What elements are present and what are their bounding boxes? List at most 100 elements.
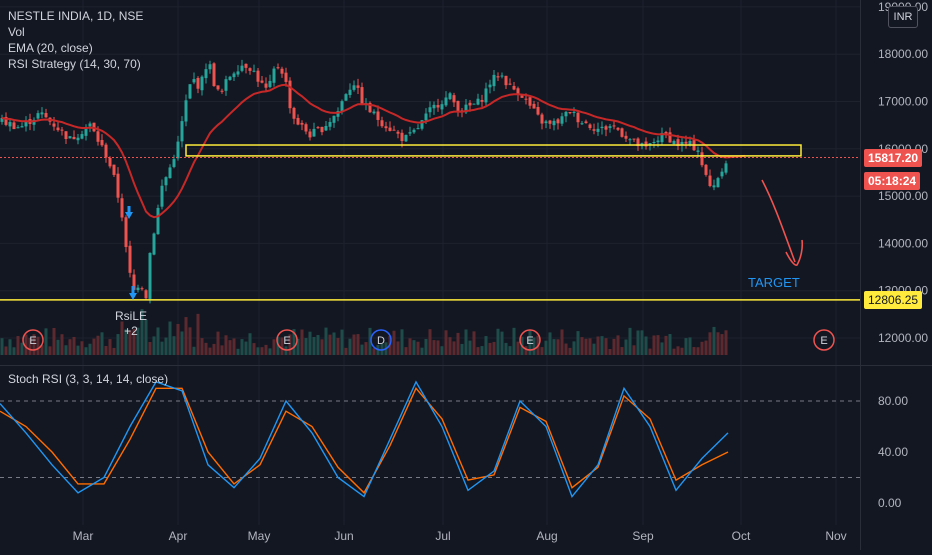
legend-ema[interactable]: EMA (20, close) — [8, 41, 93, 55]
volume-bar — [320, 339, 324, 355]
volume-bar — [564, 343, 568, 355]
candle-body — [208, 64, 212, 70]
volume-bar — [724, 330, 728, 355]
volume-bar — [468, 340, 472, 355]
volume-bar — [692, 347, 696, 355]
candle-body — [424, 113, 428, 121]
candle-body — [204, 69, 208, 79]
volume-bar — [116, 334, 120, 355]
volume-bar — [624, 339, 628, 355]
time-tick-label: Oct — [732, 529, 751, 543]
volume-bar — [56, 339, 60, 355]
candle-body — [560, 116, 564, 124]
candle-body — [680, 141, 684, 146]
candle-body — [416, 128, 420, 130]
volume-bar — [560, 329, 564, 355]
candle-body — [376, 111, 380, 120]
volume-bar — [424, 338, 428, 355]
candle-body — [340, 101, 344, 113]
osc-tick-label: 80.00 — [878, 394, 908, 408]
buy-signal-arrow-icon — [129, 286, 137, 300]
candle-body — [32, 119, 36, 125]
volume-bar — [568, 347, 572, 355]
volume-bar — [88, 343, 92, 355]
volume-bar — [348, 338, 352, 355]
candle-body — [428, 107, 432, 113]
candle-body — [436, 105, 440, 108]
oscillator-legend[interactable]: Stoch RSI (3, 3, 14, 14, close) — [8, 372, 169, 386]
candle-body — [664, 132, 668, 134]
candle-body — [372, 111, 376, 114]
legend-vol[interactable]: Vol — [8, 25, 25, 39]
volume-bar — [488, 342, 492, 355]
candle-body — [80, 134, 84, 139]
time-tick-label: Aug — [536, 529, 557, 543]
stoch-d-line — [0, 387, 729, 494]
candle-body — [284, 72, 288, 82]
candle-body — [380, 120, 384, 127]
volume-bar — [268, 348, 272, 355]
symbol-title[interactable]: NESTLE INDIA, 1D, NSE — [8, 9, 144, 23]
candle-body — [492, 74, 496, 87]
volume-bar — [656, 335, 660, 355]
candle-body — [572, 111, 576, 113]
candle-body — [124, 217, 128, 248]
candle-body — [568, 112, 572, 114]
volume-bar — [120, 321, 124, 355]
volume-bar — [552, 339, 556, 355]
time-tick-label: Apr — [169, 529, 188, 543]
volume-bar — [408, 338, 412, 355]
currency-button[interactable]: INR — [888, 6, 918, 28]
candle-body — [228, 76, 232, 80]
candle-body — [244, 63, 248, 68]
volume-bar — [152, 336, 156, 355]
volume-bar — [112, 347, 116, 355]
volume-bar — [712, 326, 716, 355]
volume-bar — [76, 345, 80, 355]
volume-bar — [24, 334, 28, 355]
candle-body — [332, 115, 336, 123]
pane-divider[interactable] — [0, 365, 932, 366]
volume-bar — [416, 341, 420, 355]
volume-bar — [204, 342, 208, 355]
candle-body — [620, 128, 624, 137]
candle-body — [580, 123, 584, 125]
volume-bar — [324, 327, 328, 355]
candle-body — [104, 144, 108, 158]
candle-body — [636, 138, 640, 147]
candle-body — [84, 128, 88, 136]
volume-bar — [548, 332, 552, 355]
candle-body — [552, 120, 556, 126]
candle-body — [644, 141, 648, 147]
volume-bar — [288, 334, 292, 355]
time-tick-label: Nov — [825, 529, 846, 543]
ema-line — [1, 83, 746, 219]
price-axis-separator — [860, 0, 861, 550]
candle-body — [116, 173, 120, 198]
volume-bar — [52, 327, 56, 355]
volume-bar — [496, 328, 500, 355]
volume-bar — [172, 336, 176, 355]
legend-rsi-strategy[interactable]: RSI Strategy (14, 30, 70) — [8, 57, 141, 71]
candle-body — [400, 132, 404, 142]
candle-body — [308, 131, 312, 138]
candle-body — [388, 127, 392, 131]
candle-body — [704, 164, 708, 175]
candle-body — [600, 126, 604, 129]
candle-body — [700, 152, 704, 166]
time-tick-label: Mar — [73, 529, 94, 543]
volume-group — [0, 309, 728, 355]
candle-body — [616, 127, 620, 130]
volume-bar — [652, 335, 656, 355]
candle-body — [0, 118, 4, 122]
candle-body — [12, 122, 16, 130]
candle-body — [360, 87, 364, 105]
candle-body — [496, 76, 500, 78]
candle-body — [468, 102, 472, 106]
price-tick-label: 12000.00 — [878, 331, 928, 345]
candle-body — [112, 164, 116, 175]
volume-bar — [224, 335, 228, 355]
candles-group — [0, 59, 728, 304]
